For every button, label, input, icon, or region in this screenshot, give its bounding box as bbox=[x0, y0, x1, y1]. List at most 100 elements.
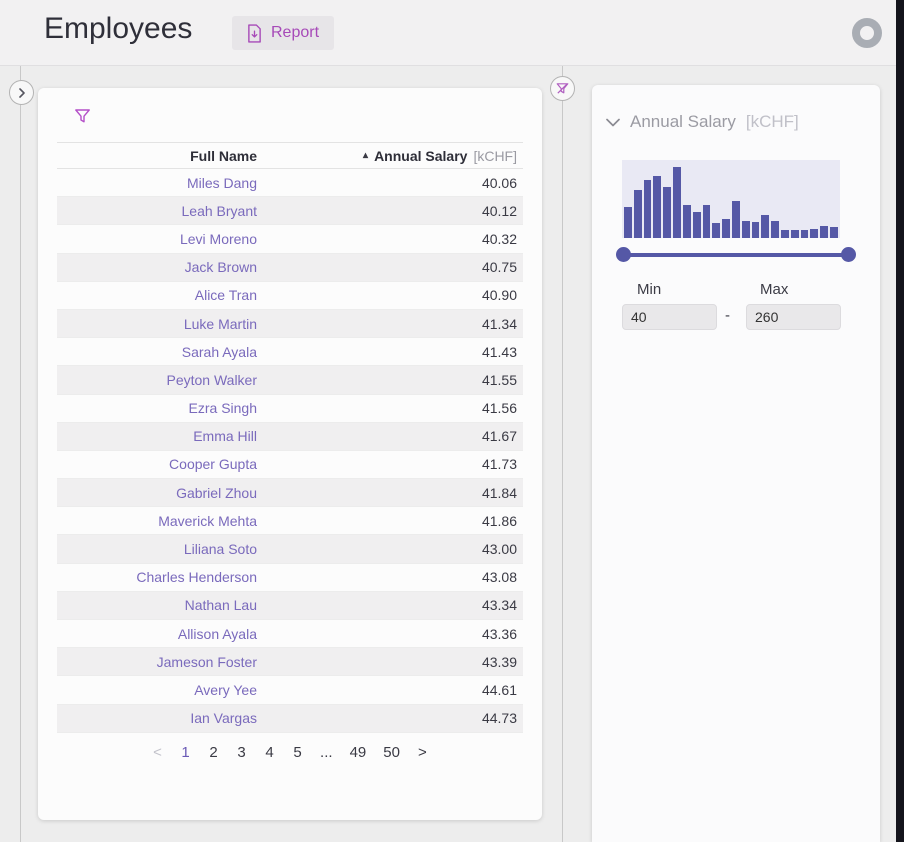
table-row: Cooper Gupta 41.73 bbox=[57, 451, 523, 480]
max-input[interactable] bbox=[746, 304, 841, 330]
pagination-page[interactable]: 1 bbox=[181, 744, 190, 761]
table-row: Leah Bryant 40.12 bbox=[57, 197, 523, 226]
slider-handle-min[interactable] bbox=[616, 247, 631, 262]
filter-panel-header[interactable]: Annual Salary [kCHF] bbox=[606, 112, 799, 132]
histogram-bar bbox=[682, 205, 691, 238]
salary-filter-panel: Annual Salary [kCHF] Min Max - bbox=[592, 85, 880, 842]
min-label: Min bbox=[637, 281, 662, 298]
table-row: Levi Moreno 40.32 bbox=[57, 225, 523, 254]
min-input[interactable] bbox=[622, 304, 717, 330]
pagination-prev[interactable]: < bbox=[153, 744, 162, 761]
employee-name-link[interactable]: Ian Vargas bbox=[190, 710, 257, 727]
table-filter-button[interactable] bbox=[72, 106, 93, 127]
employee-salary-value: 43.34 bbox=[481, 597, 517, 614]
pagination: <1 2 3 4 5... 49 50 > bbox=[38, 744, 542, 761]
column-header-annual-salary[interactable]: ▴ Annual Salary [kCHF] bbox=[265, 148, 523, 164]
column-header-salary-label: Annual Salary bbox=[374, 147, 468, 164]
employee-name-link[interactable]: Gabriel Zhou bbox=[176, 484, 257, 501]
employee-salary-value: 40.75 bbox=[481, 259, 517, 276]
employee-name-link[interactable]: Leah Bryant bbox=[181, 202, 258, 219]
employee-salary-value: 43.39 bbox=[481, 653, 517, 670]
histogram-bar bbox=[771, 220, 779, 238]
employee-salary-value: 43.36 bbox=[481, 625, 517, 642]
employee-salary-value: 41.86 bbox=[481, 512, 517, 529]
employee-name-link[interactable]: Alice Tran bbox=[194, 287, 257, 304]
table-row: Alice Tran 40.90 bbox=[57, 282, 523, 310]
employee-name-link[interactable]: Jack Brown bbox=[184, 259, 257, 276]
employee-name-link[interactable]: Charles Henderson bbox=[136, 569, 257, 586]
employee-name-link[interactable]: Avery Yee bbox=[194, 681, 257, 698]
histogram-bar bbox=[790, 230, 799, 238]
loading-ring-icon bbox=[852, 18, 882, 48]
employee-name-link[interactable]: Luke Martin bbox=[183, 315, 257, 332]
sort-ascending-icon: ▴ bbox=[363, 150, 369, 161]
histogram-bar bbox=[673, 167, 681, 238]
pagination-page[interactable]: 50 bbox=[383, 744, 400, 761]
pagination-next[interactable]: > bbox=[418, 744, 427, 761]
employee-name-link[interactable]: Liliana Soto bbox=[183, 541, 257, 558]
employee-name-link[interactable]: Ezra Singh bbox=[188, 400, 257, 417]
histogram-bar bbox=[712, 223, 721, 238]
pagination-page[interactable]: 4 bbox=[265, 744, 274, 761]
top-bar: Employees Report bbox=[0, 0, 904, 66]
employee-name-link[interactable]: Miles Dang bbox=[186, 174, 257, 191]
table-row: Charles Henderson 43.08 bbox=[57, 564, 523, 592]
page-title: Employees bbox=[44, 12, 193, 45]
histogram-bar bbox=[624, 206, 632, 238]
employee-name-link[interactable]: Peyton Walker bbox=[166, 371, 257, 388]
histogram-bar bbox=[741, 220, 750, 238]
salary-histogram bbox=[622, 160, 840, 238]
table-row: Gabriel Zhou 41.84 bbox=[57, 479, 523, 508]
histogram-bar bbox=[692, 212, 701, 238]
left-panel-divider bbox=[20, 66, 21, 842]
histogram-bar bbox=[800, 230, 809, 238]
employee-salary-value: 43.08 bbox=[481, 569, 517, 586]
employee-name-link[interactable]: Emma Hill bbox=[193, 428, 257, 445]
pagination-page[interactable]: 5 bbox=[293, 744, 302, 761]
max-label: Max bbox=[760, 281, 789, 298]
report-button[interactable]: Report bbox=[232, 16, 335, 50]
histogram-bar bbox=[643, 179, 652, 238]
employee-salary-value: 41.55 bbox=[481, 371, 517, 388]
adjacent-window-edge bbox=[896, 0, 904, 842]
histogram-bar bbox=[761, 215, 770, 238]
histogram-bar bbox=[820, 226, 829, 238]
table-row: Ezra Singh 41.56 bbox=[57, 395, 523, 423]
table-row: Sarah Ayala 41.43 bbox=[57, 338, 523, 367]
employee-name-link[interactable]: Sarah Ayala bbox=[181, 343, 257, 360]
table-row: Avery Yee 44.61 bbox=[57, 676, 523, 705]
slider-handle-max[interactable] bbox=[841, 247, 856, 262]
table-row: Maverick Mehta 41.86 bbox=[57, 507, 523, 536]
filter-slash-icon bbox=[556, 82, 569, 95]
filter-panel-title: Annual Salary bbox=[630, 112, 736, 131]
histogram-bar bbox=[751, 222, 760, 238]
employee-name-link[interactable]: Cooper Gupta bbox=[169, 456, 257, 473]
employee-salary-value: 41.43 bbox=[481, 343, 517, 360]
pagination-page[interactable]: 49 bbox=[349, 744, 367, 761]
employees-table-card: Full Name ▴ Annual Salary [kCHF] Miles D… bbox=[38, 88, 542, 820]
clear-filter-button[interactable] bbox=[550, 76, 575, 101]
pagination-ellipsis: ... bbox=[320, 744, 333, 761]
chevron-right-icon bbox=[17, 87, 27, 98]
employee-name-link[interactable]: Maverick Mehta bbox=[158, 512, 257, 529]
employee-name-link[interactable]: Jameson Foster bbox=[156, 653, 257, 670]
expand-left-panel-button[interactable] bbox=[9, 80, 34, 105]
column-header-full-name[interactable]: Full Name bbox=[190, 147, 257, 164]
employee-name-link[interactable]: Allison Ayala bbox=[177, 625, 257, 642]
employee-salary-value: 41.84 bbox=[481, 484, 517, 501]
histogram-bar bbox=[633, 189, 642, 238]
employees-table: Full Name ▴ Annual Salary [kCHF] Miles D… bbox=[57, 142, 523, 733]
pagination-page[interactable]: 2 bbox=[209, 744, 218, 761]
histogram-bar bbox=[702, 205, 711, 238]
table-row: Allison Ayala 43.36 bbox=[57, 620, 523, 649]
histogram-bar bbox=[731, 200, 740, 238]
histogram-bar bbox=[722, 219, 730, 238]
table-row: Jameson Foster 43.39 bbox=[57, 648, 523, 677]
table-row: Luke Martin 41.34 bbox=[57, 309, 523, 339]
employee-name-link[interactable]: Levi Moreno bbox=[179, 230, 257, 247]
slider-track[interactable] bbox=[624, 253, 848, 257]
pagination-page[interactable]: 3 bbox=[237, 744, 246, 761]
employee-salary-value: 41.73 bbox=[481, 456, 517, 473]
employee-salary-value: 44.61 bbox=[481, 681, 517, 698]
employee-name-link[interactable]: Nathan Lau bbox=[184, 597, 257, 614]
